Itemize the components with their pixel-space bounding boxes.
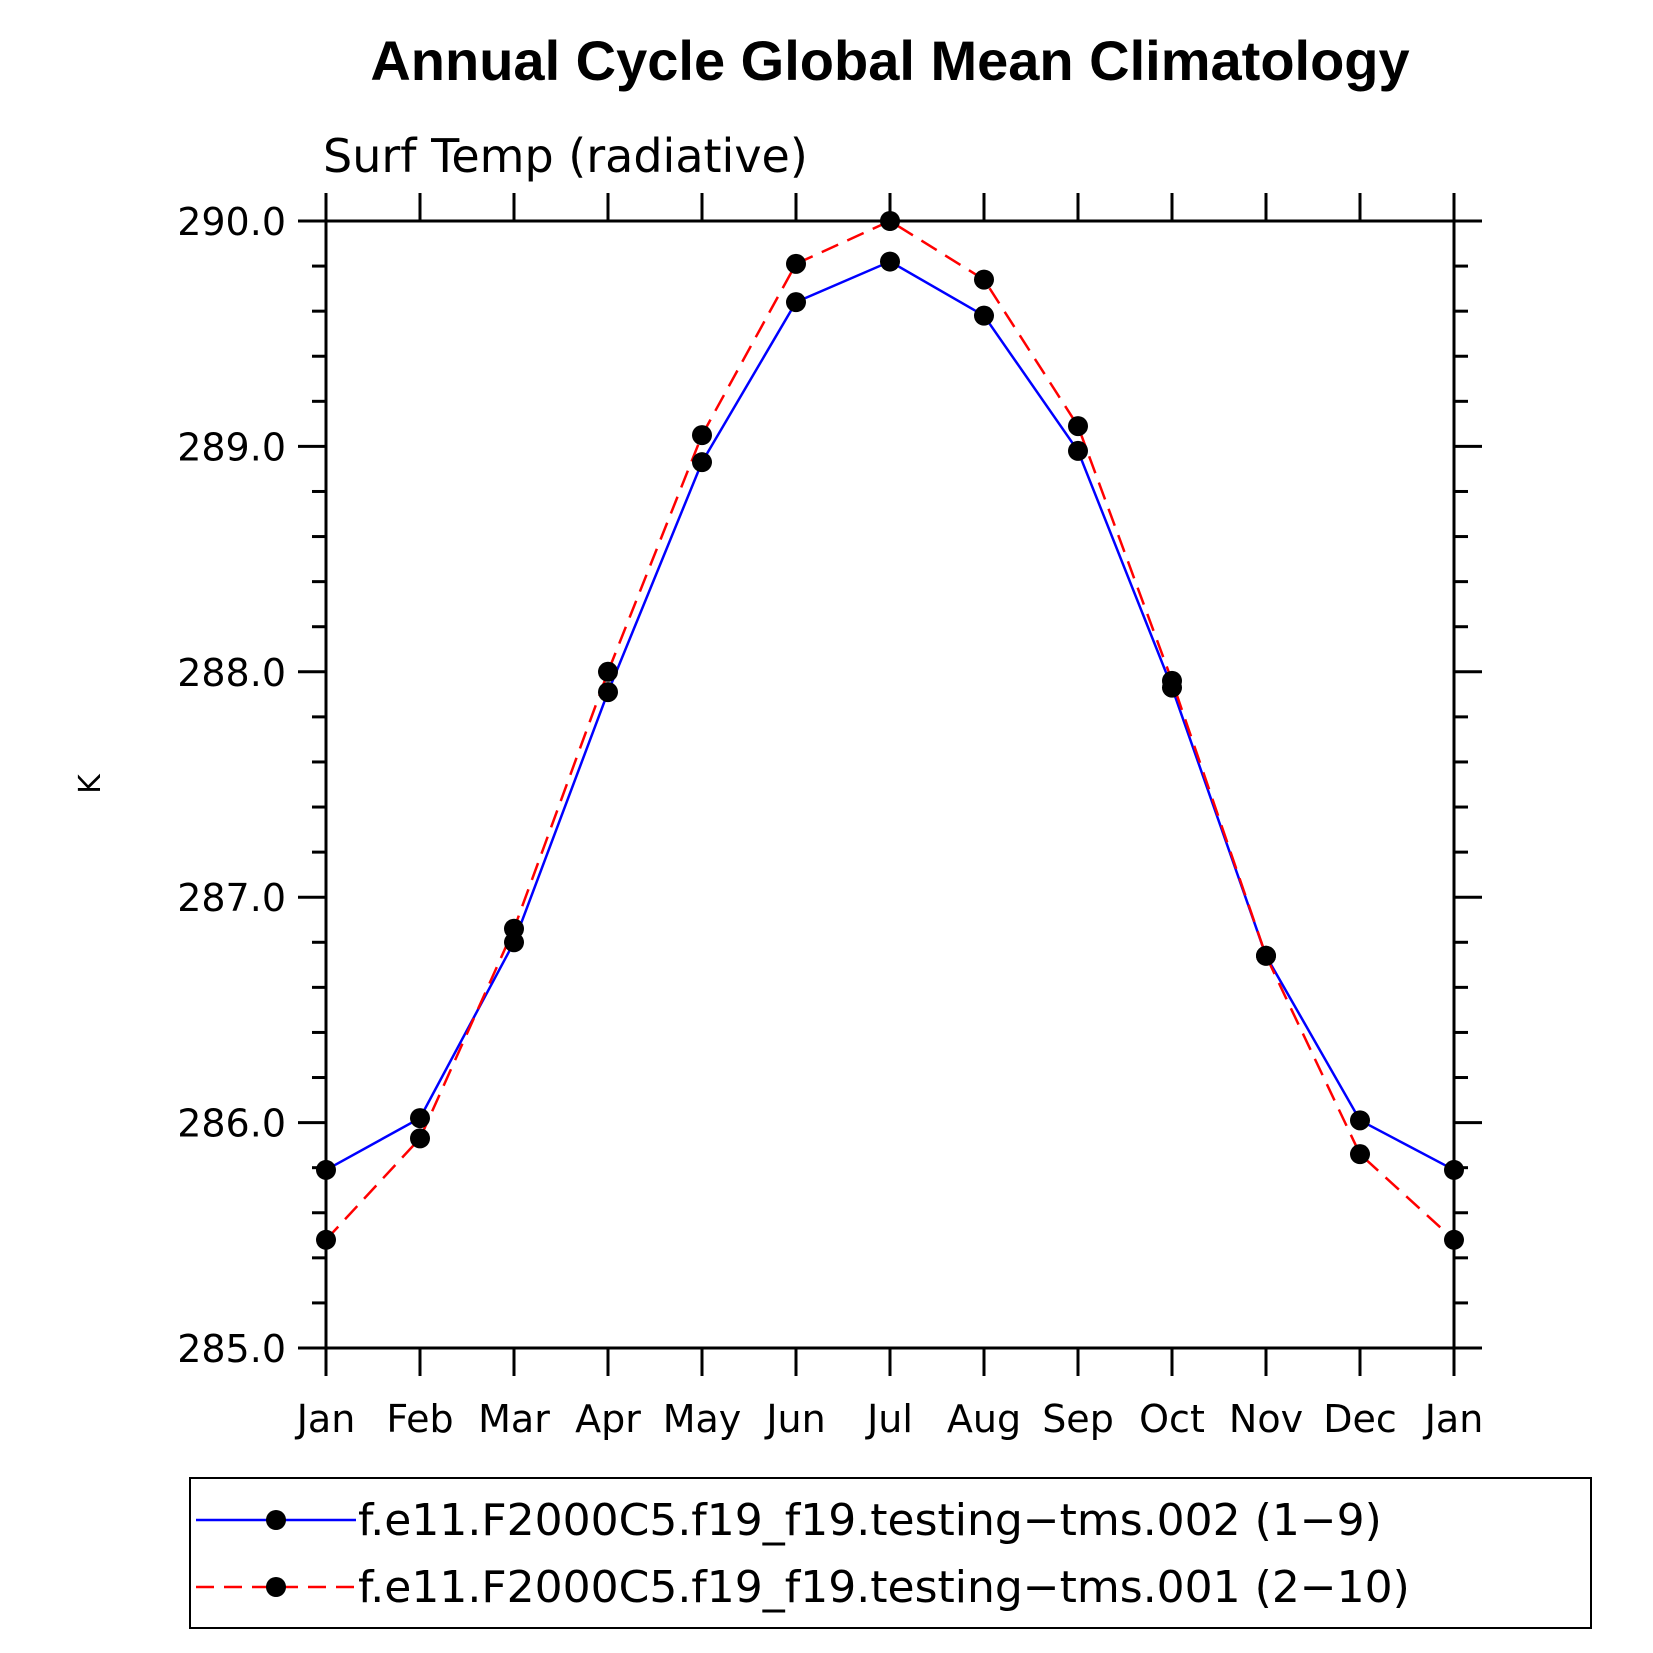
x-tick-label: Sep xyxy=(1042,1397,1114,1441)
y-tick-labels: 285.0 286.0 287.0 288.0 289.0 290.0 xyxy=(177,200,286,1371)
x-tick-label: Jan xyxy=(1423,1397,1484,1441)
y-tick-label: 285.0 xyxy=(177,1327,286,1371)
data-point xyxy=(880,211,900,231)
data-point xyxy=(692,452,712,473)
x-tick-label: Aug xyxy=(947,1397,1021,1441)
x-tick-label: Nov xyxy=(1229,1397,1303,1441)
data-point xyxy=(974,269,994,290)
data-point xyxy=(786,253,806,274)
legend: f.e11.F2000C5.f19_f19.testing−tms.002 (1… xyxy=(189,1477,1592,1629)
x-tick-label: Apr xyxy=(575,1397,641,1441)
x-tick-label: Jun xyxy=(764,1397,825,1441)
chart-subtitle: Surf Temp (radiative) xyxy=(323,129,808,183)
legend-label: f.e11.F2000C5.f19_f19.testing−tms.002 (1… xyxy=(358,1495,1382,1546)
data-point xyxy=(410,1108,430,1129)
legend-label: f.e11.F2000C5.f19_f19.testing−tms.001 (2… xyxy=(358,1562,1410,1613)
x-tick-label: Jul xyxy=(865,1397,913,1441)
data-point xyxy=(316,1159,336,1180)
y-tick-label: 288.0 xyxy=(177,651,286,695)
y-tick-label: 290.0 xyxy=(177,200,286,244)
series-line xyxy=(325,260,1455,1172)
x-tick-label: Jan xyxy=(295,1397,356,1441)
data-point xyxy=(880,251,900,272)
data-point xyxy=(1256,945,1276,966)
y-tick-label: 289.0 xyxy=(177,425,286,469)
data-point xyxy=(1444,1159,1464,1180)
data-point xyxy=(598,661,618,682)
legend-box xyxy=(189,1477,1592,1629)
chart-title: Annual Cycle Global Mean Climatology xyxy=(370,29,1409,92)
axis-ticks xyxy=(298,193,1482,1376)
legend-marker xyxy=(266,1510,286,1530)
plot-frame xyxy=(324,219,1456,1350)
x-tick-label: Feb xyxy=(386,1397,453,1441)
data-point xyxy=(1444,1229,1464,1250)
data-point xyxy=(1350,1144,1370,1165)
y-tick-label: 287.0 xyxy=(177,876,286,920)
x-tick-label: May xyxy=(663,1397,742,1441)
data-point xyxy=(786,292,806,313)
x-tick-label: Oct xyxy=(1139,1397,1205,1441)
y-axis-label: K xyxy=(73,773,108,794)
data-point xyxy=(692,425,712,446)
y-tick-label: 286.0 xyxy=(177,1102,286,1146)
data-point xyxy=(316,1229,336,1250)
x-tick-labels: Jan Feb Mar Apr May Jun Jul Aug Sep Oct Nov Dec Jan xyxy=(295,1397,1484,1441)
data-point xyxy=(598,682,618,703)
x-tick-label: Dec xyxy=(1323,1397,1397,1441)
series-group xyxy=(316,211,1464,1250)
legend-marker xyxy=(266,1577,286,1597)
data-point xyxy=(1068,440,1088,461)
data-point xyxy=(974,305,994,326)
data-point xyxy=(1162,670,1182,691)
series-line xyxy=(325,219,1455,1241)
data-point xyxy=(410,1128,430,1149)
data-point xyxy=(1068,416,1088,437)
data-point xyxy=(1350,1110,1370,1131)
x-tick-label: Mar xyxy=(478,1397,550,1441)
data-point xyxy=(504,918,524,939)
